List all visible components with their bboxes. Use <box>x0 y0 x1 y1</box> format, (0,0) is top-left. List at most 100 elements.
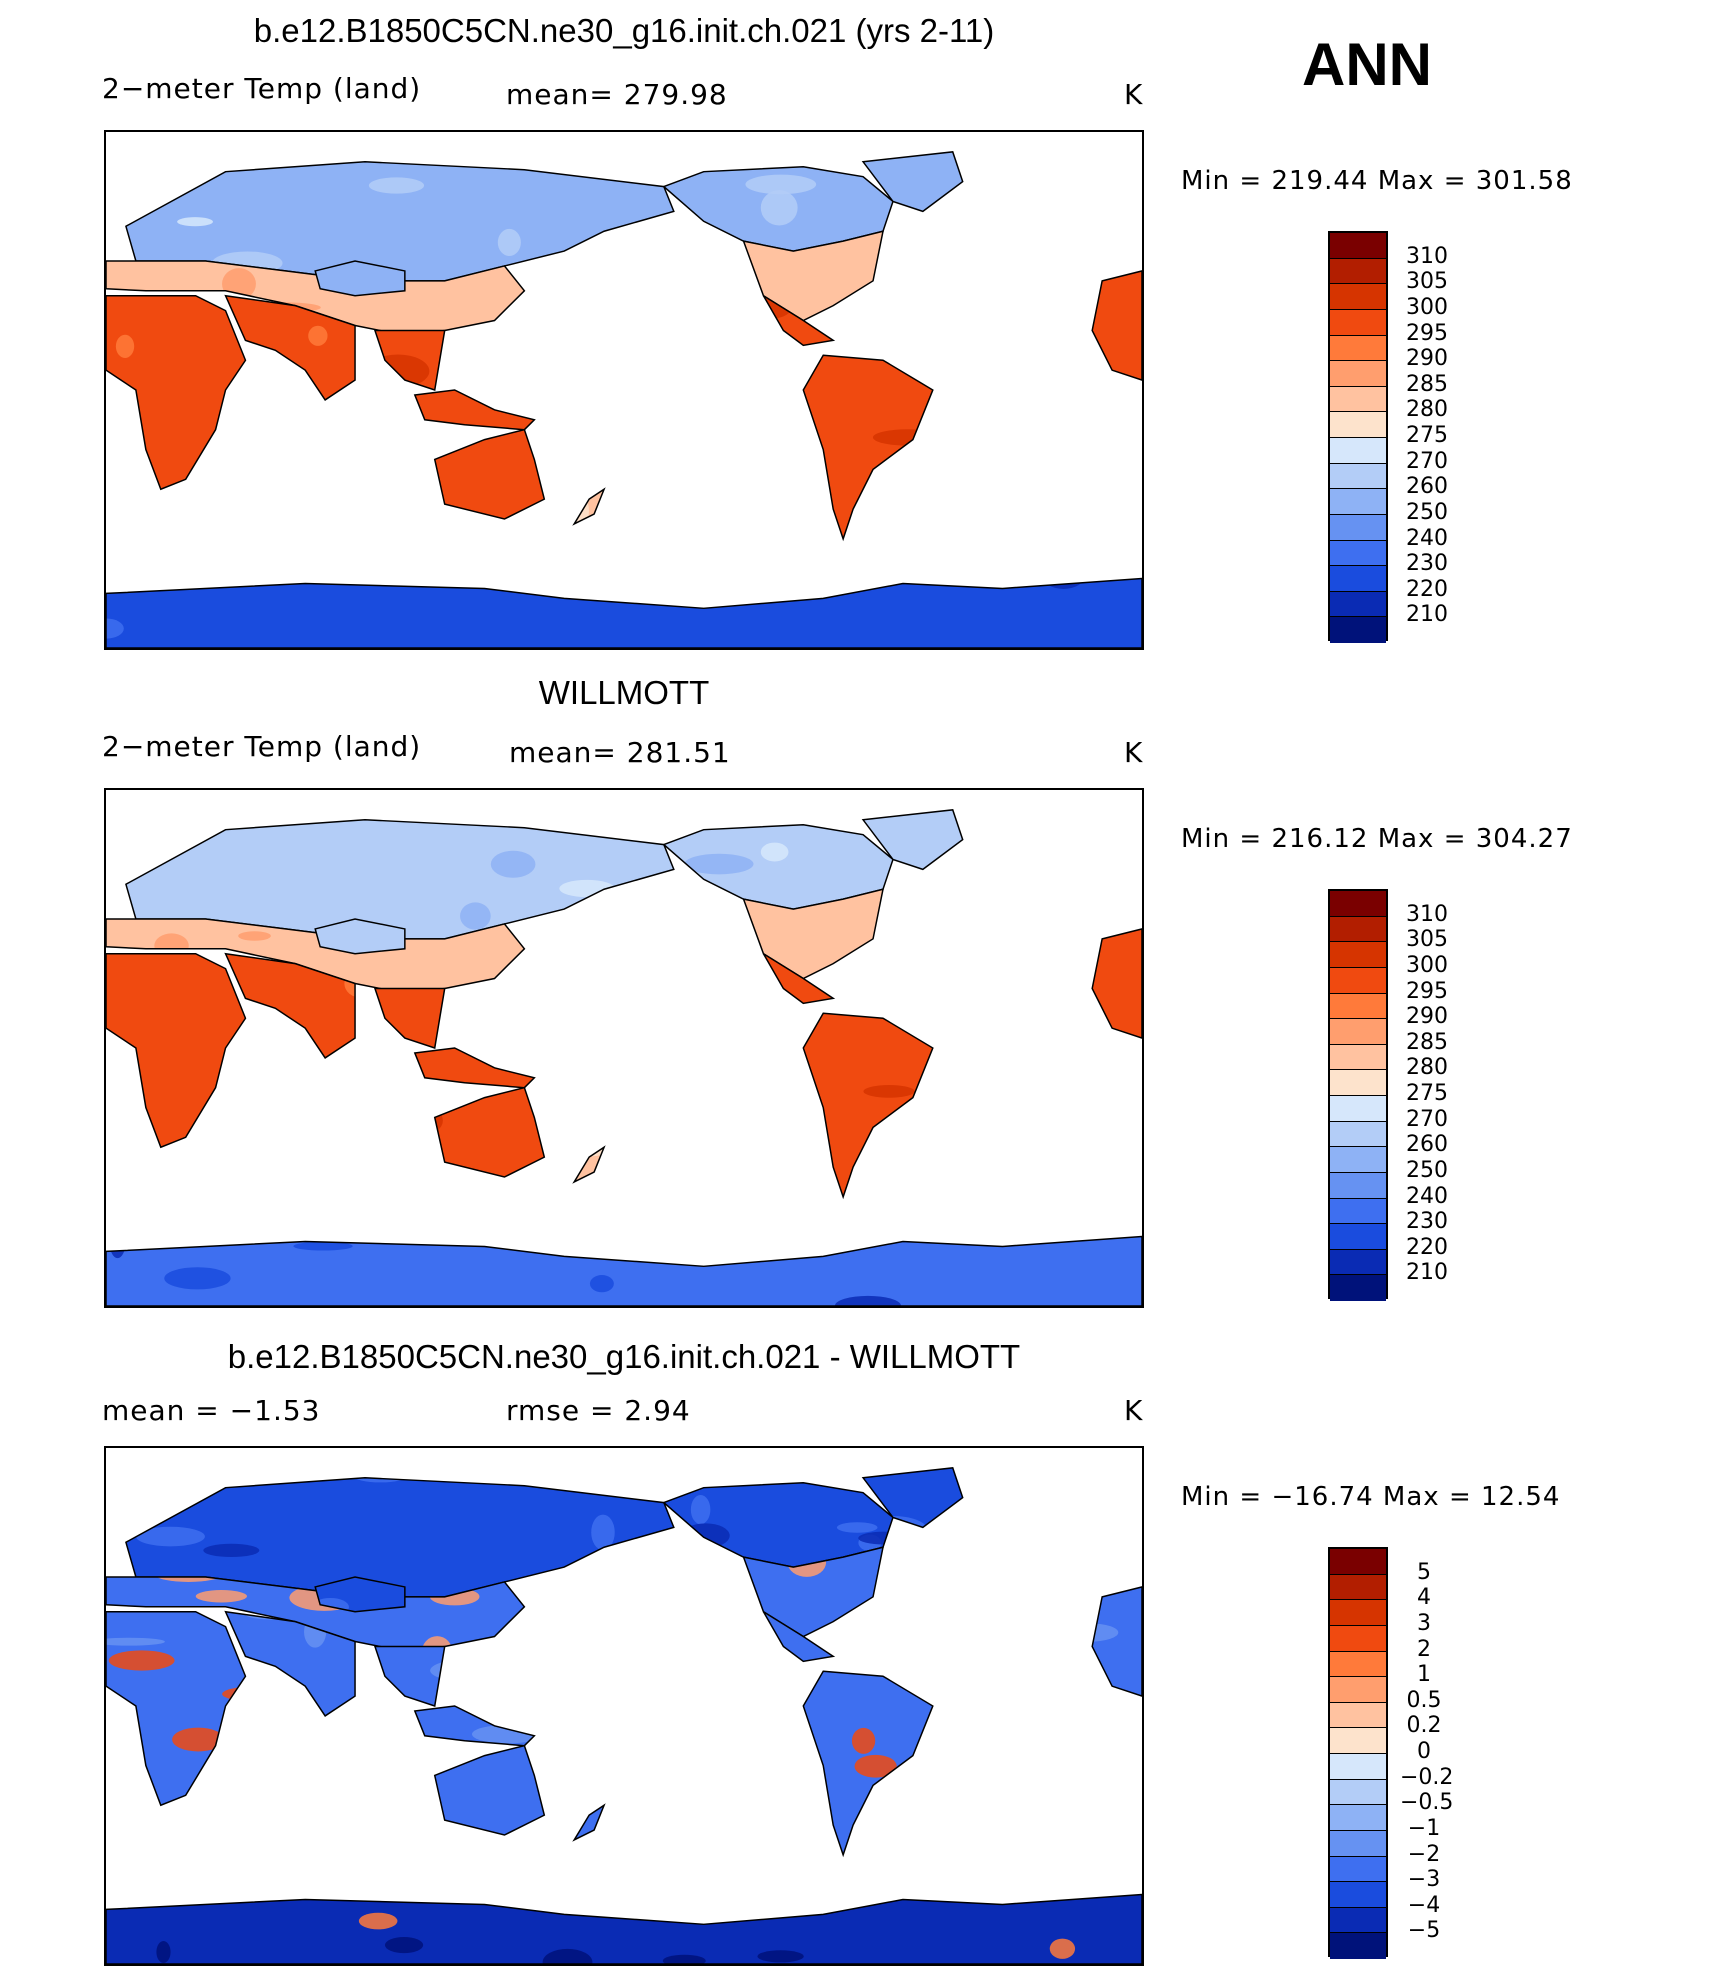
coastline <box>373 329 446 391</box>
panel-2-units-label: K <box>1124 736 1144 769</box>
colorbar-swatch <box>1330 993 1386 1020</box>
land-w-africa-edge <box>1092 928 1142 1039</box>
land-eurasia-north <box>125 819 674 939</box>
land-n-america-south <box>743 231 883 321</box>
land-nz <box>574 1147 605 1182</box>
coastline <box>413 389 536 431</box>
coastline <box>106 577 1142 648</box>
colorbar-tick-label: −3 <box>1407 1867 1441 1893</box>
colorbar-tick-label: 300 <box>1406 952 1448 978</box>
colorbar-swatch <box>1330 1882 1386 1908</box>
colorbar-tick-label: 250 <box>1406 1157 1448 1183</box>
colorbar-tick-label: −0.2 <box>1400 1764 1454 1790</box>
colorbar-swatch <box>1330 1754 1386 1780</box>
land-antarctica <box>106 1236 1142 1306</box>
land-se-asia <box>374 1646 445 1706</box>
colorbar-swatch <box>1330 233 1386 259</box>
colorbar-swatch <box>1330 412 1386 438</box>
land-nz <box>574 1805 605 1840</box>
colorbar-swatch <box>1330 258 1386 285</box>
coastline <box>106 294 247 491</box>
land-tibet <box>315 261 405 296</box>
coastline <box>224 1610 356 1717</box>
colorbar-swatch <box>1330 1779 1386 1806</box>
colorbar-tick-label: 275 <box>1406 423 1448 448</box>
colorbar-swatch <box>1330 361 1386 387</box>
land-africa <box>106 953 246 1148</box>
colorbar-swatch <box>1330 1625 1386 1652</box>
coastline <box>373 1645 446 1707</box>
land-arabia-india <box>225 295 356 400</box>
colorbar-swatch <box>1330 1096 1386 1122</box>
colorbar-tick-label: 310 <box>1406 901 1448 927</box>
colorbar-tick-label: 3 <box>1417 1610 1431 1636</box>
coastline <box>314 260 406 297</box>
land-se-asia <box>374 988 445 1048</box>
colorbar-tick-label: 295 <box>1406 978 1448 1004</box>
colorbar-tick-label: 0 <box>1417 1739 1431 1764</box>
coastline <box>314 1576 406 1613</box>
coastline <box>861 1467 964 1529</box>
coastline <box>802 354 934 542</box>
season-label: ANN <box>1302 31 1432 98</box>
colorbar-swatch <box>1330 1249 1386 1276</box>
panel-3-colorbar <box>1328 1547 1388 1959</box>
coastline <box>106 1235 1142 1306</box>
colorbar-tick-label: 290 <box>1406 1004 1448 1030</box>
colorbar-swatch <box>1330 1070 1386 1096</box>
colorbar-tick-label: 2 <box>1417 1636 1431 1662</box>
land-australia <box>434 1087 545 1177</box>
colorbar-swatch <box>1330 438 1386 464</box>
land-eurasia-mid <box>106 261 525 336</box>
coastline <box>224 952 356 1059</box>
land-africa <box>106 295 246 490</box>
panel-3-map-svg <box>106 1467 1142 1964</box>
coastline <box>861 809 964 871</box>
coastline <box>861 151 964 213</box>
colorbar-swatch <box>1330 489 1386 515</box>
land-w-africa-edge <box>1092 1586 1142 1697</box>
land-antarctica <box>106 578 1142 648</box>
panel-1-map <box>104 130 1144 650</box>
colorbar-tick-label: 280 <box>1406 397 1448 423</box>
coastline <box>762 1611 836 1663</box>
colorbar-tick-label: −2 <box>1407 1841 1441 1867</box>
colorbar-swatch <box>1330 1198 1386 1225</box>
land-australia <box>434 1745 545 1835</box>
colorbar-swatch <box>1330 591 1386 618</box>
panel-1-title: b.e12.B1850C5CN.ne30_g16.init.ch.021 (yr… <box>253 12 995 49</box>
colorbar-tick-label: 230 <box>1406 551 1448 577</box>
colorbar-swatch <box>1330 916 1386 943</box>
colorbar-tick-label: −5 <box>1407 1918 1441 1944</box>
colorbar-swatch <box>1330 1172 1386 1199</box>
coastline <box>413 1047 536 1089</box>
panel-2-map <box>104 788 1144 1308</box>
colorbar-swatch <box>1330 540 1386 567</box>
colorbar-swatch <box>1330 617 1386 643</box>
land-texture-n-america-north <box>745 174 817 226</box>
colorbar-tick-label: 230 <box>1406 1209 1448 1235</box>
coastline <box>1091 928 1142 1039</box>
coastline <box>572 1145 606 1184</box>
coastline <box>1091 270 1142 381</box>
land-s-america <box>803 355 933 539</box>
colorbar-tick-label: 300 <box>1406 294 1448 320</box>
colorbar-tick-label: 4 <box>1417 1585 1431 1611</box>
colorbar-swatch <box>1330 1275 1386 1301</box>
colorbar-tick-label: 275 <box>1406 1081 1448 1106</box>
colorbar-swatch <box>1330 1044 1386 1071</box>
land-arabia-india <box>225 953 356 1058</box>
panel-1-map-svg <box>106 151 1142 648</box>
panel-1-units-label: K <box>1124 78 1144 111</box>
colorbar-swatch <box>1330 1907 1386 1934</box>
land-eurasia-north <box>125 161 674 281</box>
panel-2-map-svg <box>106 809 1142 1306</box>
colorbar-tick-label: 260 <box>1406 474 1448 500</box>
colorbar-swatch <box>1330 1224 1386 1250</box>
coastline <box>802 1012 934 1200</box>
colorbar-tick-label: 250 <box>1406 499 1448 525</box>
colorbar-tick-label: −1 <box>1407 1815 1441 1841</box>
land-w-africa-edge <box>1092 270 1142 381</box>
land-eurasia-mid <box>106 919 525 994</box>
land-n-america-south <box>743 1547 883 1637</box>
